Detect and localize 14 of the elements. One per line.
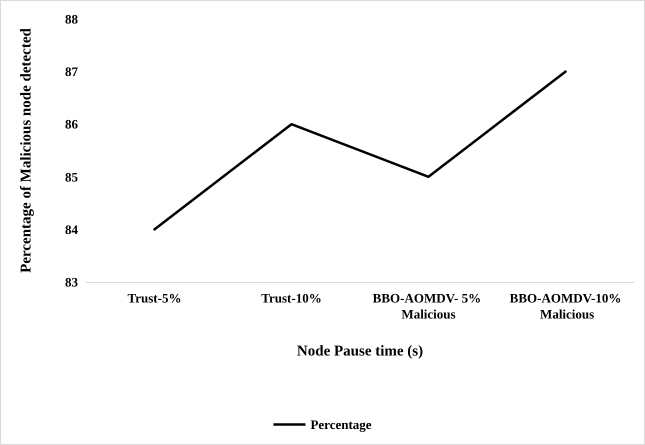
legend-label: Percentage <box>310 417 372 432</box>
y-tick-label: 87 <box>65 64 78 80</box>
line-series <box>153 70 567 231</box>
y-tick-label: 84 <box>65 222 78 237</box>
y-axis-title: Percentage of Malicious node detected <box>18 28 34 273</box>
y-tick-label: 88 <box>65 12 78 26</box>
y-tick-label: 83 <box>65 274 78 290</box>
y-tick-label: 86 <box>65 116 78 132</box>
x-tick-label: Trust-10% <box>261 290 322 306</box>
x-axis-title: Node Pause time (s) <box>296 344 424 360</box>
y-tick-label: 85 <box>65 169 78 184</box>
x-tick-label: Trust-5% <box>128 290 182 306</box>
x-tick-label: BBO-AOMDV-10% Malicious <box>510 290 622 322</box>
x-tick-label: BBO-AOMDV- 5% Malicious <box>372 290 484 322</box>
